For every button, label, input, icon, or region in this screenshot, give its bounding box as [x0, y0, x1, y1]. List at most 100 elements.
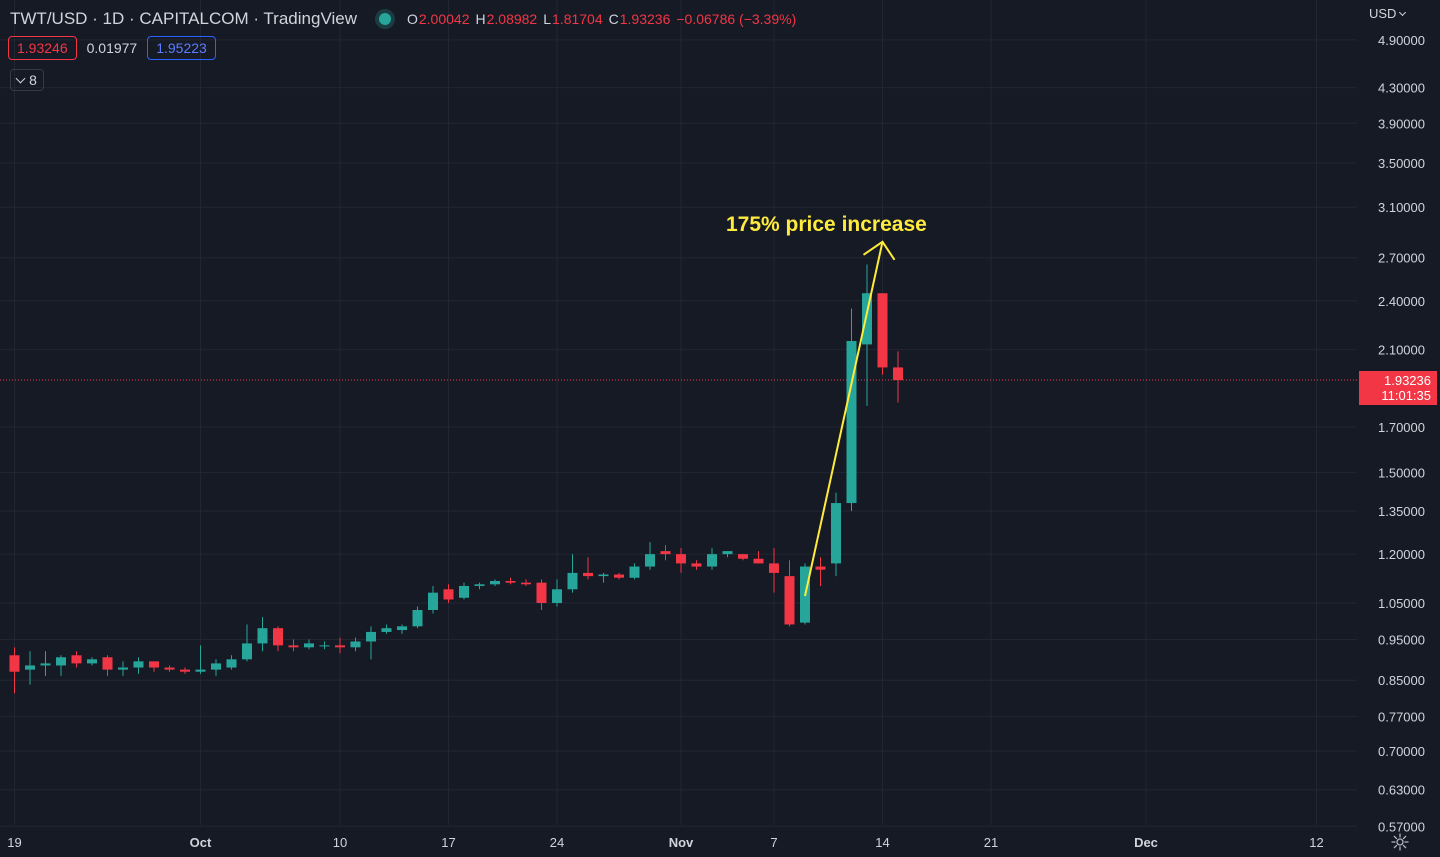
candle-body — [846, 340, 857, 504]
candle-body — [381, 628, 392, 632]
candle — [614, 572, 624, 580]
candles — [9, 264, 903, 694]
sell-price-button[interactable]: 1.93246 — [8, 36, 77, 60]
high-key: H — [475, 11, 486, 27]
candle-body — [629, 566, 640, 578]
candle — [707, 548, 717, 570]
arrow-shaft — [804, 241, 884, 597]
currency-selector[interactable]: USD — [1369, 6, 1407, 21]
symbol-title[interactable]: TWT/USD · 1D · CAPITALCOM · TradingView — [10, 9, 357, 28]
price-tick-label: 1.05000 — [1378, 596, 1425, 611]
candle — [71, 651, 82, 668]
candle — [459, 582, 469, 600]
candle-body — [660, 551, 671, 555]
candle-body — [474, 584, 485, 586]
candle — [691, 560, 702, 570]
close-value: 1.93236 — [619, 11, 671, 27]
candle — [676, 548, 686, 573]
candle — [102, 655, 113, 676]
chevron-down-icon — [1399, 8, 1407, 16]
time-axis[interactable]: 19 Oct 10 17 24 Nov 7 14 21 Dec 12 — [7, 835, 1323, 850]
price-tick-label: 0.85000 — [1378, 673, 1425, 688]
candle-body — [71, 655, 82, 664]
candle-body — [536, 582, 547, 603]
candle-body — [521, 582, 531, 585]
gear-icon[interactable] — [1390, 832, 1410, 852]
price-axis[interactable]: 4.90000 4.30000 3.90000 3.50000 3.10000 2.700… — [1378, 33, 1425, 834]
candle-body — [722, 551, 733, 555]
time-tick-label: 24 — [550, 835, 564, 850]
price-tick-label: 3.50000 — [1378, 156, 1425, 171]
candle — [9, 647, 20, 694]
low-key: L — [543, 11, 552, 27]
price-tick-label: 0.77000 — [1378, 709, 1425, 724]
candle — [164, 665, 175, 672]
price-tick-label: 0.63000 — [1378, 783, 1425, 798]
time-tick-label: 19 — [7, 835, 21, 850]
candle-body — [598, 574, 609, 577]
candle-body — [552, 589, 562, 603]
candle-body — [893, 367, 903, 381]
candle — [521, 579, 531, 586]
candle — [552, 579, 562, 607]
candle — [815, 557, 826, 586]
candle-body — [397, 626, 407, 631]
candle — [536, 579, 547, 610]
annotation-arrow — [804, 240, 896, 597]
candle — [412, 606, 423, 629]
candle — [195, 645, 206, 674]
candle-body — [784, 576, 795, 625]
indicators-toggle-button[interactable]: 8 — [10, 69, 44, 91]
high-value: 2.08982 — [486, 11, 538, 27]
candle-body — [459, 585, 469, 598]
buy-price-button[interactable]: 1.95223 — [147, 36, 216, 60]
candle-body — [273, 628, 283, 646]
candle-body — [25, 665, 35, 670]
candle — [893, 351, 903, 403]
candle — [598, 572, 609, 583]
candle-body — [257, 628, 268, 644]
candle — [583, 557, 593, 580]
market-status-icon — [378, 13, 391, 25]
candle — [133, 657, 144, 674]
candle-body — [505, 581, 516, 583]
candle-body — [9, 655, 20, 672]
spread-value: 0.01977 — [86, 40, 138, 56]
candle — [257, 617, 268, 652]
candle — [645, 542, 655, 570]
open-key: O — [406, 11, 418, 27]
last-price-value: 1.93236 — [1384, 373, 1431, 388]
candle — [877, 293, 888, 375]
candle — [769, 548, 779, 593]
candle-body — [691, 563, 702, 567]
candle — [226, 655, 237, 670]
candle-body — [831, 503, 841, 564]
time-tick-label: Dec — [1134, 835, 1158, 850]
trade-row: 1.93246 0.01977 1.95223 — [8, 36, 216, 60]
candle-body — [862, 293, 872, 345]
price-tick-label: 0.57000 — [1378, 819, 1425, 834]
candle-body — [443, 589, 454, 600]
candle-body — [490, 581, 500, 585]
candle — [784, 560, 795, 627]
change-value: −0.06786 (−3.39%) — [676, 11, 797, 27]
low-value: 1.81704 — [552, 11, 603, 27]
candle — [443, 584, 454, 603]
close-key: C — [608, 11, 619, 27]
price-tick-label: 1.20000 — [1378, 547, 1425, 562]
annotation-text[interactable]: 175% price increase — [726, 213, 927, 236]
candle-body — [304, 643, 314, 648]
candle-body — [676, 554, 686, 564]
candle — [722, 551, 733, 558]
candle-body — [164, 667, 175, 670]
candle — [273, 626, 283, 652]
arrow-head — [862, 240, 896, 261]
open-value: 2.00042 — [418, 11, 470, 27]
candle — [428, 585, 438, 614]
candle — [846, 308, 857, 512]
price-tick-label: 4.90000 — [1378, 33, 1425, 48]
candle-body — [133, 661, 144, 668]
chart-header: TWT/USD · 1D · CAPITALCOM · TradingView … — [10, 8, 796, 30]
candle — [319, 641, 330, 650]
